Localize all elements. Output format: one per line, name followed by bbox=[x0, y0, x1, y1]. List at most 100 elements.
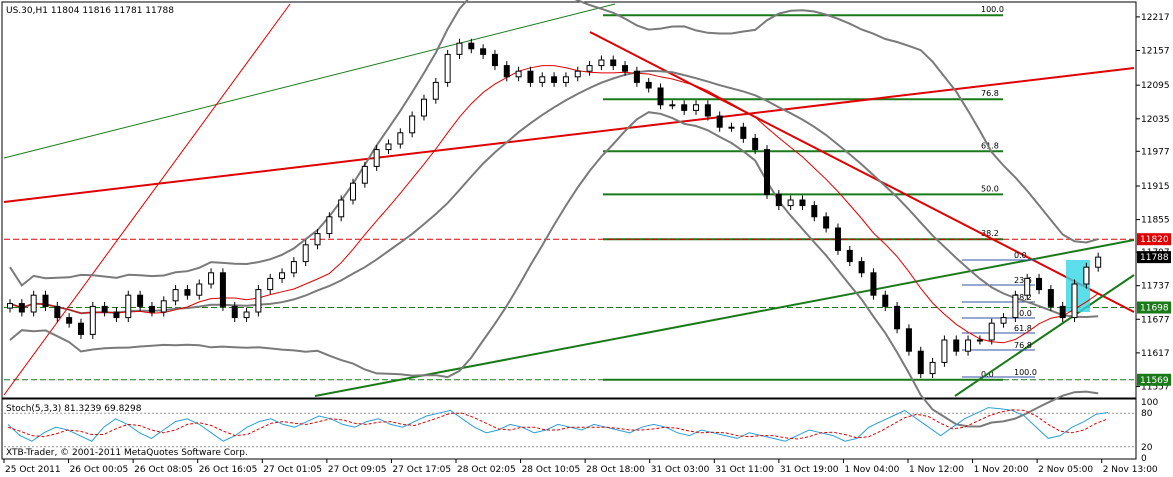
candle bbox=[633, 70, 640, 83]
candle bbox=[208, 272, 215, 285]
x-tick-label: 1 Nov 04:00 bbox=[844, 465, 899, 475]
candle bbox=[704, 104, 711, 117]
candle bbox=[905, 328, 912, 352]
price-axis: 1221712157120951203511977119151185511797… bbox=[1136, 13, 1170, 464]
candle bbox=[243, 311, 250, 319]
candle bbox=[574, 70, 581, 78]
candle bbox=[787, 199, 794, 207]
candle bbox=[799, 199, 806, 207]
candle bbox=[1095, 256, 1102, 268]
candle bbox=[420, 98, 427, 117]
x-tick-label: 26 Oct 16:05 bbox=[199, 465, 258, 475]
x-tick-label: 1 Nov 12:00 bbox=[909, 465, 964, 475]
candle bbox=[846, 249, 853, 263]
green-trendline-thin bbox=[3, 3, 616, 159]
stoch-y-tick-label: 80 bbox=[1141, 409, 1153, 419]
candle bbox=[551, 76, 558, 83]
candle bbox=[160, 300, 167, 313]
candle bbox=[397, 132, 404, 145]
x-tick-label: 27 Oct 17:05 bbox=[392, 465, 451, 475]
x-tick-label: 28 Oct 10:05 bbox=[522, 465, 581, 475]
small-fib-label: 61.8 bbox=[1014, 324, 1032, 333]
candles-layer bbox=[7, 0, 1102, 428]
candle bbox=[657, 87, 664, 106]
red-thin-line bbox=[3, 3, 291, 396]
candle bbox=[231, 305, 238, 319]
candle bbox=[7, 303, 13, 309]
small-fib-label: 50.0 bbox=[1014, 309, 1032, 318]
candle bbox=[1024, 277, 1031, 296]
candle bbox=[1059, 305, 1066, 319]
candle bbox=[622, 65, 629, 72]
x-tick-label: 2 Nov 13:00 bbox=[1103, 465, 1158, 475]
candle bbox=[350, 182, 357, 201]
candle bbox=[539, 76, 546, 83]
candle bbox=[137, 294, 144, 307]
candle bbox=[858, 261, 865, 274]
y-tick-label: 11617 bbox=[1141, 349, 1170, 359]
candle bbox=[184, 289, 191, 296]
x-tick-label: 31 Oct 03:00 bbox=[651, 465, 710, 475]
candle bbox=[18, 303, 25, 313]
candle bbox=[361, 165, 368, 184]
candle bbox=[279, 272, 286, 279]
candle bbox=[432, 81, 439, 100]
candle bbox=[113, 311, 120, 319]
candle bbox=[941, 339, 948, 363]
candle bbox=[894, 305, 901, 330]
candle bbox=[728, 126, 735, 129]
x-tick-label: 28 Oct 02:05 bbox=[457, 465, 516, 475]
candle bbox=[823, 216, 830, 229]
y-tick-label: 11977 bbox=[1141, 147, 1170, 157]
candle bbox=[491, 53, 498, 67]
candle bbox=[740, 126, 747, 139]
candle bbox=[89, 305, 96, 335]
stoch-title: Stoch(5,3,3) 81.3239 69.8298 bbox=[6, 404, 142, 414]
candle bbox=[503, 65, 510, 78]
candle bbox=[196, 283, 203, 296]
price-tag-box bbox=[1137, 301, 1171, 314]
candle bbox=[834, 227, 841, 251]
copyright-text: XTB-Trader, © 2001-2011 MetaQuotes Softw… bbox=[6, 448, 248, 458]
candle bbox=[681, 104, 688, 111]
candle bbox=[54, 305, 61, 319]
small-fib-label: 0.0 bbox=[1014, 251, 1027, 260]
stoch-y-tick-label: 20 bbox=[1141, 443, 1153, 453]
candle bbox=[468, 42, 475, 50]
candle bbox=[1000, 317, 1007, 324]
candle bbox=[1047, 289, 1054, 307]
price-tag-label: 11569 bbox=[1140, 376, 1169, 386]
candle bbox=[527, 70, 534, 83]
candle bbox=[693, 104, 700, 111]
candle bbox=[811, 205, 818, 218]
candle bbox=[42, 294, 49, 307]
candle bbox=[385, 143, 392, 151]
candle bbox=[1071, 283, 1078, 319]
candle bbox=[870, 272, 877, 296]
x-tick-label: 28 Oct 18:00 bbox=[586, 465, 645, 475]
fib-level-label: 50.0 bbox=[981, 184, 999, 193]
small-fib-label: 76.8 bbox=[1014, 341, 1032, 350]
y-tick-label: 12035 bbox=[1141, 115, 1170, 125]
candle bbox=[562, 76, 569, 83]
candle bbox=[716, 115, 723, 128]
candle bbox=[882, 294, 889, 307]
x-tick-label: 31 Oct 19:00 bbox=[780, 465, 839, 475]
candle bbox=[314, 233, 321, 246]
fib-level-label: 38.2 bbox=[981, 229, 999, 238]
price-tag-label: 11788 bbox=[1140, 253, 1169, 263]
candle bbox=[953, 339, 960, 352]
x-tick-label: 1 Nov 20:00 bbox=[974, 465, 1029, 475]
price-tag-label: 11698 bbox=[1140, 304, 1169, 314]
candle bbox=[598, 59, 605, 67]
candle bbox=[480, 48, 487, 55]
candle bbox=[148, 305, 155, 313]
x-tick-label: 26 Oct 00:05 bbox=[70, 465, 129, 475]
price-tag-label: 11820 bbox=[1140, 235, 1169, 245]
fib-level-label: 76.8 bbox=[981, 89, 999, 98]
candle bbox=[775, 193, 782, 207]
y-tick-label: 11677 bbox=[1141, 315, 1170, 325]
green-channel-bottom bbox=[954, 274, 1135, 397]
candle bbox=[752, 137, 759, 151]
